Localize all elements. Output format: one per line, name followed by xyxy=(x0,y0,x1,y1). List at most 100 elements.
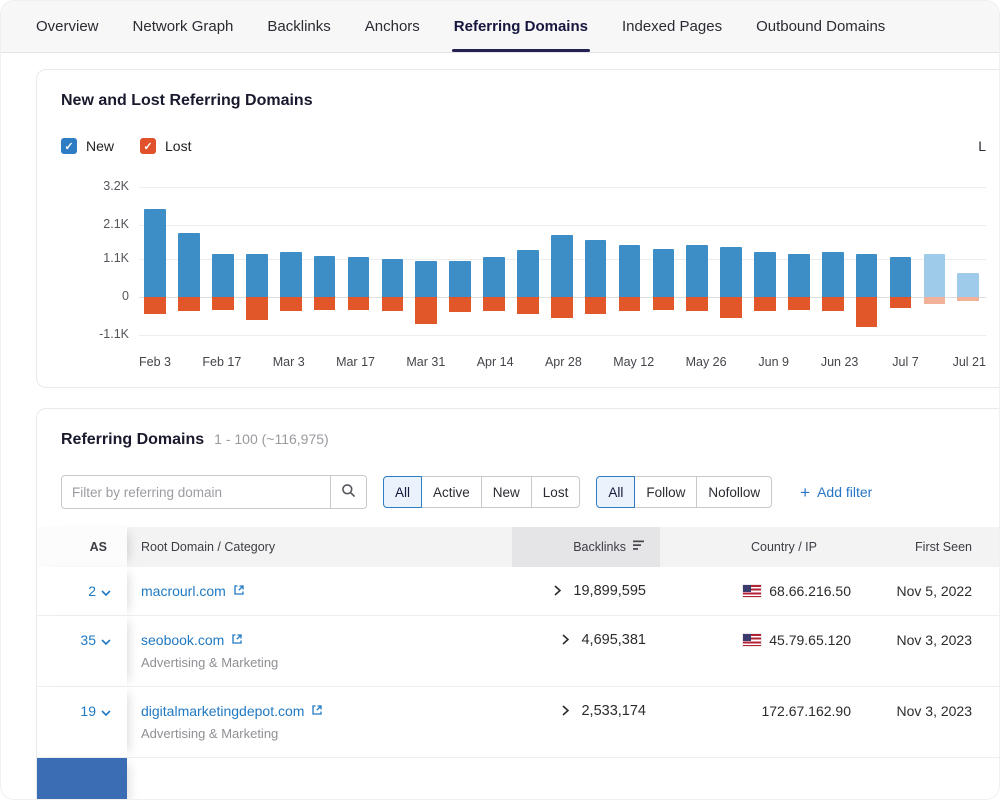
tab-outbound-domains[interactable]: Outbound Domains xyxy=(756,18,886,35)
first-seen-cell: Nov 5, 2022 xyxy=(865,567,999,616)
external-link-icon[interactable] xyxy=(233,583,245,599)
chart-bar[interactable] xyxy=(512,180,546,345)
bar-lost-segment xyxy=(584,296,607,315)
tab-referring-domains[interactable]: Referring Domains xyxy=(451,1,591,52)
as-dropdown[interactable]: 2 xyxy=(88,583,111,599)
bar-lost-segment xyxy=(279,296,302,311)
domain-link[interactable]: macrourl.com xyxy=(141,583,245,599)
x-axis-tick-label: May 12 xyxy=(613,355,655,369)
col-header-backlinks[interactable]: Backlinks xyxy=(512,527,660,567)
chart-bar[interactable] xyxy=(308,180,342,345)
tab-backlinks[interactable]: Backlinks xyxy=(267,18,331,35)
x-axis-tick-label xyxy=(514,355,545,373)
chart-bar[interactable] xyxy=(749,180,783,345)
bar-new-segment xyxy=(381,259,404,297)
chart-bar[interactable] xyxy=(207,180,241,345)
tab-anchors[interactable]: Anchors xyxy=(364,18,420,35)
col-header-first-seen[interactable]: First Seen xyxy=(865,527,999,567)
filter-bar: All Active New Lost All Follow Nofollow … xyxy=(37,449,999,527)
ip-value: 68.66.216.50 xyxy=(769,583,851,599)
chevron-right-icon[interactable] xyxy=(554,585,562,596)
search-button[interactable] xyxy=(331,475,367,509)
chart-bar[interactable] xyxy=(681,180,715,345)
x-axis-tick-label: Feb 3 xyxy=(139,355,171,369)
domain-search xyxy=(61,475,367,509)
chart-bar[interactable] xyxy=(342,180,376,345)
top-tabbar: Overview Network Graph Backlinks Anchors… xyxy=(1,1,999,53)
chart-plot-area: 3.2K 2.1K 1.1K 0 -1.1K xyxy=(99,179,986,345)
chart-bar[interactable] xyxy=(817,180,851,345)
domain-link[interactable]: digitalmarketingdepot.com xyxy=(141,703,323,719)
tab-indexed-pages[interactable]: Indexed Pages xyxy=(621,18,723,35)
bar-new-segment xyxy=(889,257,912,297)
search-icon xyxy=(341,483,356,501)
legend-lost-checkbox[interactable]: Lost xyxy=(140,138,191,154)
truncated-right-label: L xyxy=(978,138,986,154)
chart-bar[interactable] xyxy=(376,180,410,345)
plus-icon: + xyxy=(800,482,811,502)
checkbox-checked-icon xyxy=(140,138,157,154)
col-header-as[interactable]: AS xyxy=(37,527,127,567)
add-filter-button[interactable]: + Add filter xyxy=(794,483,878,502)
chart-bar[interactable] xyxy=(647,180,681,345)
chart-bar[interactable] xyxy=(139,180,173,345)
follow-filter-nofollow[interactable]: Nofollow xyxy=(696,476,773,508)
chart-gridline xyxy=(139,224,986,226)
domain-link[interactable]: seobook.com xyxy=(141,632,243,648)
tab-overview[interactable]: Overview xyxy=(36,18,99,35)
chart-bar[interactable] xyxy=(579,180,613,345)
chart-bar[interactable] xyxy=(952,180,986,345)
domain-filter-input[interactable] xyxy=(61,475,331,509)
col-header-country-ip[interactable]: Country / IP xyxy=(660,527,865,567)
bar-lost-segment xyxy=(313,296,336,310)
chart-bar[interactable] xyxy=(241,180,275,345)
external-link-icon[interactable] xyxy=(231,632,243,648)
domain-name: seobook.com xyxy=(141,632,225,648)
chart-bar[interactable] xyxy=(884,180,918,345)
bar-new-segment xyxy=(212,253,234,297)
chart-bar[interactable] xyxy=(444,180,478,345)
status-filter-all[interactable]: All xyxy=(383,476,423,508)
bar-new-segment xyxy=(449,260,471,297)
y-axis-tick-label: 3.2K xyxy=(103,178,129,193)
chart-bar[interactable] xyxy=(410,180,444,345)
chart-bar[interactable] xyxy=(918,180,952,345)
bar-new-segment xyxy=(720,247,742,297)
bar-lost-segment xyxy=(889,296,912,308)
tab-network-graph[interactable]: Network Graph xyxy=(132,18,234,35)
bar-new-segment xyxy=(517,250,539,297)
bar-lost-segment xyxy=(483,296,505,311)
chart-bar[interactable] xyxy=(715,180,749,345)
chart-bar[interactable] xyxy=(173,180,207,345)
bar-new-segment xyxy=(144,209,167,297)
chevron-right-icon[interactable] xyxy=(562,705,570,716)
y-axis-tick-label: -1.1K xyxy=(99,326,129,341)
chart-bar[interactable] xyxy=(613,180,647,345)
as-value: 35 xyxy=(80,632,96,648)
first-seen-cell: Nov 3, 2023 xyxy=(865,687,999,758)
status-filter-active[interactable]: Active xyxy=(421,476,482,508)
chart-x-axis-labels: Feb 3 Feb 17 Mar 3 Mar 17 Mar 31 Apr 14 Apr 28… xyxy=(139,355,986,373)
status-filter-lost[interactable]: Lost xyxy=(530,476,581,508)
as-dropdown[interactable]: 35 xyxy=(80,632,111,648)
chevron-right-icon[interactable] xyxy=(562,634,570,645)
chart-bar[interactable] xyxy=(783,180,817,345)
status-filter-new[interactable]: New xyxy=(480,476,532,508)
follow-filter-all[interactable]: All xyxy=(596,476,636,508)
bar-lost-segment xyxy=(618,296,641,312)
chart-bar[interactable] xyxy=(850,180,884,345)
legend-new-checkbox[interactable]: New xyxy=(61,138,114,154)
follow-filter-follow[interactable]: Follow xyxy=(634,476,698,508)
x-axis-tick-label xyxy=(171,355,202,373)
bar-new-segment xyxy=(483,257,505,297)
x-axis-tick-label: Jun 9 xyxy=(758,355,789,369)
col-header-domain[interactable]: Root Domain / Category xyxy=(127,527,512,567)
chart-bar[interactable] xyxy=(275,180,309,345)
bar-lost-segment xyxy=(652,296,675,310)
as-cell: 19 xyxy=(37,687,127,758)
chart-bar[interactable] xyxy=(478,180,512,345)
external-link-icon[interactable] xyxy=(311,703,323,719)
chart-bars xyxy=(139,180,986,345)
chart-bar[interactable] xyxy=(546,180,580,345)
as-dropdown[interactable]: 19 xyxy=(80,703,111,719)
